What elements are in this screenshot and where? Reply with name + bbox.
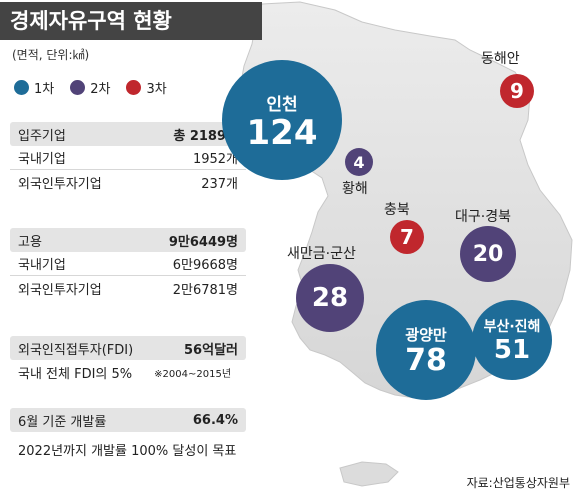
row-value: 6만9668명 xyxy=(172,258,238,273)
zone-label-daegu-gyeongbuk: 대구·경북 xyxy=(455,209,511,225)
zone-label-donghaean: 동해안 xyxy=(481,51,520,67)
companies-total: 총 2189개 xyxy=(173,128,238,144)
jeju-island-shape xyxy=(339,461,399,487)
companies-row-domestic: 국내기업 1952개 xyxy=(10,146,246,170)
development-rate: 66.4% xyxy=(192,412,238,428)
zone-bubble-incheon: 인천 124 xyxy=(222,60,342,180)
zone-area: 9 xyxy=(510,79,524,103)
row-value: 2만6781명 xyxy=(172,282,238,298)
employment-row-foreign: 외국인투자기업 2만6781명 xyxy=(10,276,246,300)
zone-name: 광양만 xyxy=(405,325,447,344)
employment-section: 고용 9만6449명 국내기업 6만9668명 외국인투자기업 2만6781명 xyxy=(10,228,246,300)
legend-item-round-3: 3차 xyxy=(126,78,167,97)
legend: 1차 2차 3차 xyxy=(14,78,175,97)
zone-label-saemangeum-gunsan: 새만금·군산 xyxy=(287,246,356,262)
zone-bubble-gwangyang: 광양만 78 xyxy=(376,300,476,400)
fdi-header-label: 외국인직접투자(FDI) xyxy=(18,342,134,358)
development-goal: 2022년까지 개발률 100% 달성이 목표 xyxy=(18,444,237,459)
companies-section: 입주기업 총 2189개 국내기업 1952개 외국인투자기업 237개 xyxy=(10,122,246,194)
fdi-header: 외국인직접투자(FDI) 56억달러 xyxy=(10,336,246,360)
fdi-note: 국내 전체 FDI의 5% xyxy=(18,366,133,382)
employment-row-domestic: 국내기업 6만9668명 xyxy=(10,252,246,276)
zone-bubble-donghaean: 9 xyxy=(500,74,534,108)
legend-item-round-1: 1차 xyxy=(14,78,54,97)
zone-area: 51 xyxy=(493,335,531,365)
legend-dot-round-2 xyxy=(70,80,86,95)
zone-bubble-hwanghae: 4 xyxy=(345,148,373,176)
legend-dot-round-1 xyxy=(14,80,29,95)
row-label: 국내기업 xyxy=(18,258,66,273)
page-title: 경제자유구역 현황 xyxy=(0,2,262,40)
companies-row-foreign: 외국인투자기업 237개 xyxy=(10,170,246,194)
fdi-section: 외국인직접투자(FDI) 56억달러 국내 전체 FDI의 5% ※2004~2… xyxy=(10,336,246,384)
unit-note: (면적, 단위:㎢) xyxy=(12,48,90,62)
development-header-label: 6월 기준 개발률 xyxy=(18,414,107,430)
zone-area: 20 xyxy=(472,241,504,267)
employment-total: 9만6449명 xyxy=(168,234,238,250)
legend-label: 3차 xyxy=(146,82,167,97)
zone-bubble-chungbuk: 7 xyxy=(390,220,424,254)
legend-label: 2차 xyxy=(90,82,111,97)
legend-label: 1차 xyxy=(34,82,55,97)
development-section: 6월 기준 개발률 66.4% xyxy=(10,408,246,432)
zone-area: 28 xyxy=(311,283,349,313)
legend-item-round-2: 2차 xyxy=(70,78,110,97)
zone-bubble-saemangeum-gunsan: 28 xyxy=(296,264,364,332)
employment-header: 고용 9만6449명 xyxy=(10,228,246,252)
zone-name: 인천 xyxy=(266,94,298,115)
companies-header-label: 입주기업 xyxy=(18,128,66,144)
zone-area: 78 xyxy=(405,342,447,378)
row-label: 외국인투자기업 xyxy=(18,282,102,298)
fdi-note-period: ※2004~2015년 xyxy=(154,368,232,380)
legend-dot-round-3 xyxy=(126,80,142,95)
row-label: 외국인투자기업 xyxy=(18,176,102,192)
row-value: 1952개 xyxy=(192,152,238,167)
zone-name: 부산·진해 xyxy=(483,319,541,335)
zone-area: 4 xyxy=(353,152,365,172)
fdi-total: 56억달러 xyxy=(184,342,238,358)
zone-area: 7 xyxy=(400,225,414,249)
zone-label-hwanghae: 황해 xyxy=(342,181,368,197)
companies-header: 입주기업 총 2189개 xyxy=(10,122,246,146)
zone-bubble-daegu-gyeongbuk: 20 xyxy=(460,226,516,282)
zone-label-chungbuk: 충북 xyxy=(384,202,410,218)
zone-bubble-busan-jinhae: 부산·진해 51 xyxy=(472,300,552,380)
employment-header-label: 고용 xyxy=(18,234,42,250)
development-header: 6월 기준 개발률 66.4% xyxy=(10,408,246,432)
row-value: 237개 xyxy=(201,176,238,192)
source-credit: 자료:산업통상자원부 xyxy=(466,476,570,490)
fdi-note-row: 국내 전체 FDI의 5% ※2004~2015년 xyxy=(10,360,246,384)
zone-area: 124 xyxy=(246,112,318,153)
row-label: 국내기업 xyxy=(18,152,66,167)
